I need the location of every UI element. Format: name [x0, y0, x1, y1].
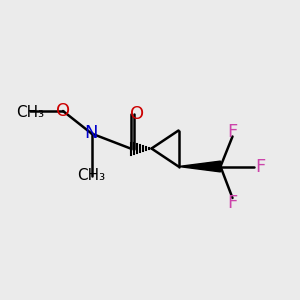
- Text: O: O: [130, 105, 144, 123]
- Polygon shape: [178, 161, 220, 172]
- Text: F: F: [255, 158, 265, 175]
- Text: F: F: [227, 194, 238, 211]
- Text: N: N: [85, 124, 98, 142]
- Text: CH₃: CH₃: [77, 168, 106, 183]
- Text: CH₃: CH₃: [16, 105, 44, 120]
- Text: F: F: [227, 123, 238, 141]
- Text: O: O: [56, 102, 70, 120]
